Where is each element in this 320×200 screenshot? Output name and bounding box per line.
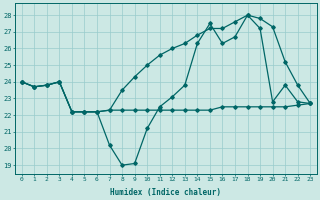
X-axis label: Humidex (Indice chaleur): Humidex (Indice chaleur) <box>110 188 221 197</box>
